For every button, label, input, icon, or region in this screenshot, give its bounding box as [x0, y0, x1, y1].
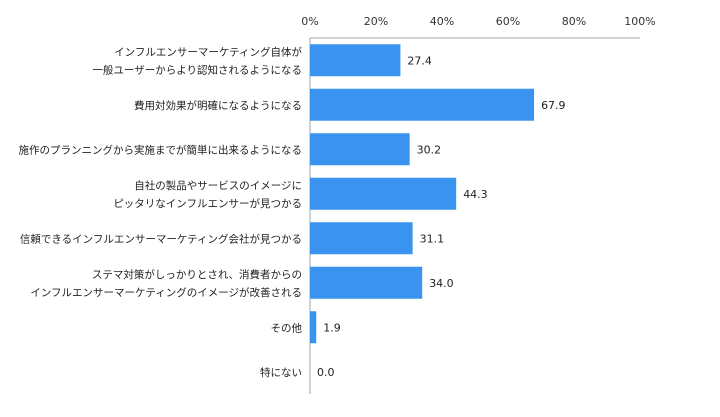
- value-label: 44.3: [463, 188, 488, 201]
- category-label: インフルエンサーマーケティングのイメージが改善される: [30, 286, 302, 299]
- category-labels: インフルエンサーマーケティング自体が一般ユーザーからより認知されるようになる費用…: [19, 45, 303, 379]
- value-label: 27.4: [407, 54, 432, 67]
- category-label: 施作のプランニングから実施までが簡単に出来るようになる: [19, 143, 303, 156]
- category-label: その他: [271, 321, 303, 334]
- category-label: 特にない: [260, 367, 302, 379]
- value-label: 67.9: [541, 99, 566, 112]
- bar: [310, 222, 413, 255]
- value-labels: 27.4 67.9 30.2 44.3 31.1 34.0 1.9 0.0: [317, 54, 566, 379]
- bar: [310, 88, 535, 121]
- bar: [310, 177, 457, 210]
- category-label: インフルエンサーマーケティング自体が: [114, 45, 302, 58]
- value-label: 0.0: [317, 366, 335, 379]
- x-tick-label: 80%: [562, 15, 586, 28]
- category-label: ステマ対策がしっかりとされ、消費者からの: [92, 268, 302, 281]
- value-label: 1.9: [323, 321, 341, 334]
- x-tick-label: 40%: [430, 15, 454, 28]
- category-label: 自社の製品やサービスのイメージに: [134, 179, 302, 192]
- bar: [310, 133, 410, 166]
- bar: [310, 266, 423, 299]
- value-label: 31.1: [420, 232, 445, 245]
- x-tick-label: 0%: [301, 15, 318, 28]
- value-label: 30.2: [417, 143, 442, 156]
- category-label: 費用対効果が明確になるようになる: [134, 99, 302, 112]
- value-label: 34.0: [429, 277, 454, 290]
- x-tick-label: 20%: [364, 15, 388, 28]
- category-label: 一般ユーザーからより認知されるようになる: [92, 63, 302, 76]
- x-axis-ticks: 0% 20% 40% 60% 80% 100%: [301, 15, 655, 28]
- bar: [310, 311, 317, 344]
- bar: [310, 44, 401, 77]
- category-label: 信頼できるインフルエンサーマーケティング会社が見つかる: [20, 232, 302, 245]
- bars: [310, 44, 535, 344]
- category-label: ピッタリなインフルエンサーが見つかる: [113, 197, 302, 210]
- x-tick-label: 100%: [624, 15, 655, 28]
- x-tick-label: 60%: [496, 15, 520, 28]
